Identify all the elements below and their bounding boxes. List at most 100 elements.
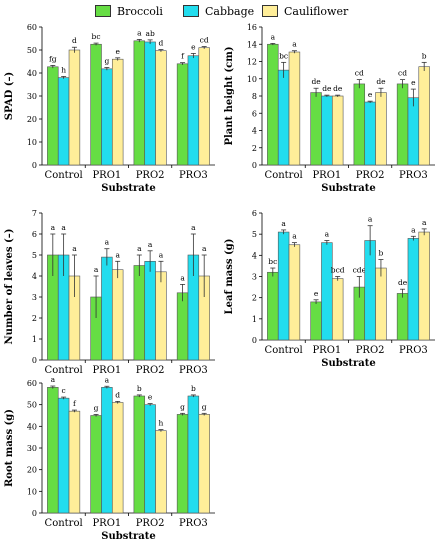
plant-height-ytick-label: 12 [247,58,257,67]
root-mass-sig-label-cabbage-pro3: b [191,384,196,393]
leaf-mass-bar-cabbage-control [278,232,289,340]
plant-height-bar-cabbage-pro3 [408,98,419,165]
plant-height-bar-cauliflower-control [289,52,300,165]
plant-height-xtick-label-pro1: PRO1 [312,170,341,181]
root-mass-sig-label-cabbage-control: c [62,386,66,395]
leaf-mass-sig-label-cabbage-pro1: a [325,230,330,239]
spad-ytick-label: 50 [27,46,37,55]
spad-xtick-label-pro3: PRO3 [179,170,208,181]
spad-ytick-label: 20 [27,115,37,124]
number-of-leaves-ytick-label: 0 [32,356,37,365]
number-of-leaves-sig-label-cauliflower-pro1: a [115,250,120,259]
spad-ytick-label: 10 [27,138,37,147]
plant-height-bar-cauliflower-pro3 [419,67,430,165]
leaf-mass-sig-label-cabbage-control: a [281,219,286,228]
leaf-mass-ytick-label: 3 [252,273,257,282]
root-mass-bar-cauliflower-pro1 [112,403,123,514]
spad-bar-cabbage-pro1 [101,69,112,165]
legend-item-broccoli: Broccoli [95,4,163,18]
root-mass-x-axis-title: Substrate [101,531,155,542]
spad-bar-cauliflower-pro1 [112,59,123,165]
leaf-mass-bar-cabbage-pro1 [321,243,332,340]
spad-sig-label-cauliflower-pro2: d [159,39,164,48]
root-mass-bar-broccoli-control [47,387,58,513]
leaf-mass-sig-label-cabbage-pro3: a [411,225,416,234]
spad-xtick-label-control: Control [45,170,83,181]
number-of-leaves-sig-label-cauliflower-control: a [72,244,77,253]
plant-height-xtick-label-control: Control [265,170,303,181]
plant-height-bar-broccoli-pro1 [311,93,322,165]
number-of-leaves-ytick-label: 6 [32,230,37,239]
spad-bar-cabbage-control [58,78,69,165]
root-mass-bar-cauliflower-pro3 [199,414,210,513]
leaf-mass-y-axis-title: Leaf mass (g) [224,239,235,315]
leaf-mass-sig-label-cauliflower-pro1: bcd [331,266,345,275]
number-of-leaves-ytick-label: 2 [32,314,37,323]
root-mass-sig-label-cauliflower-control: f [73,399,77,408]
root-mass-xtick-label-control: Control [45,518,83,529]
legend-swatch-broccoli [95,5,111,17]
plant-height-ytick-label: 16 [247,23,257,32]
root-mass-y-axis-title: Root mass (g) [4,409,15,487]
plant-height-ytick-label: 8 [252,92,257,101]
plant-height-ytick-label: 10 [247,75,257,84]
legend-label-broccoli: Broccoli [117,5,163,18]
plant-height-sig-label-broccoli-pro1: de [311,77,321,86]
plant-height-bar-cauliflower-pro1 [332,96,343,165]
number-of-leaves-ytick-label: 7 [32,209,37,218]
spad-ytick-label: 60 [27,23,37,32]
root-mass-bar-cabbage-pro3 [188,396,199,513]
plant-height-sig-label-cabbage-pro3: e [411,78,416,87]
number-of-leaves-bar-broccoli-pro3 [177,293,188,360]
spad-x-axis-title: Substrate [101,183,155,194]
root-mass-ytick-label: 20 [27,466,37,475]
spad-sig-label-cauliflower-pro3: cd [200,36,209,45]
spad-ytick-label: 40 [27,69,37,78]
root-mass-bar-cabbage-pro2 [145,405,156,513]
leaf-mass-chart: 0123456ControlbcaaPRO1eabcdPRO2cdeabPRO3… [220,205,440,380]
root-mass-sig-label-cabbage-pro2: e [148,393,153,402]
number-of-leaves-bar-cauliflower-pro1 [112,270,123,360]
number-of-leaves-ytick-label: 4 [32,272,37,281]
legend-swatch-cauliflower [262,5,278,17]
legend-label-cabbage: Cabbage [205,5,254,18]
plant-height-bar-broccoli-control [267,44,278,165]
root-mass-sig-label-broccoli-pro2: b [137,384,142,393]
spad-bar-cabbage-pro2 [145,42,156,165]
root-mass-bar-cabbage-control [58,398,69,513]
spad-bar-broccoli-pro3 [177,64,188,165]
root-mass-sig-label-cauliflower-pro3: g [202,402,207,411]
number-of-leaves-bar-broccoli-pro2 [134,266,145,361]
spad-bar-broccoli-pro1 [91,44,102,165]
plant-height-ytick-label: 6 [252,109,257,118]
plant-height-xtick-label-pro2: PRO2 [356,170,385,181]
spad-sig-label-broccoli-pro1: bc [92,32,101,41]
leaf-mass-bar-broccoli-pro1 [311,302,322,340]
root-mass-xtick-label-pro2: PRO2 [136,518,165,529]
leaf-mass-sig-label-cabbage-pro2: a [368,215,373,224]
leaf-mass-xtick-label-pro3: PRO3 [399,345,428,356]
leaf-mass-xtick-label-pro1: PRO1 [312,345,341,356]
plant-height-sig-label-cabbage-control: bc [279,51,288,60]
spad-sig-label-broccoli-pro3: f [181,52,185,61]
root-mass-sig-label-cauliflower-pro2: h [159,419,164,428]
plant-height-x-axis-title: Substrate [321,183,375,194]
legend-item-cauliflower: Cauliflower [262,4,348,18]
root-mass-bar-broccoli-pro1 [91,416,102,514]
spad-bar-broccoli-pro2 [134,41,145,165]
spad-sig-label-cabbage-pro2: ab [145,29,154,38]
spad-bar-broccoli-control [47,67,58,165]
leaf-mass-bar-broccoli-pro3 [397,293,408,340]
spad-ytick-label: 30 [27,92,37,101]
plant-height-bar-cabbage-pro2 [365,102,376,165]
leaf-mass-ytick-label: 2 [252,294,257,303]
legend-swatch-cabbage [183,5,199,17]
root-mass-ytick-label: 30 [27,444,37,453]
plant-height-sig-label-cauliflower-pro2: de [376,77,386,86]
plant-height-bar-cauliflower-pro2 [376,93,387,165]
plant-height-bar-cabbage-pro1 [321,96,332,165]
spad-xtick-label-pro2: PRO2 [136,170,165,181]
root-mass-ytick-label: 10 [27,487,37,496]
spad-sig-label-cauliflower-control: d [72,36,77,45]
